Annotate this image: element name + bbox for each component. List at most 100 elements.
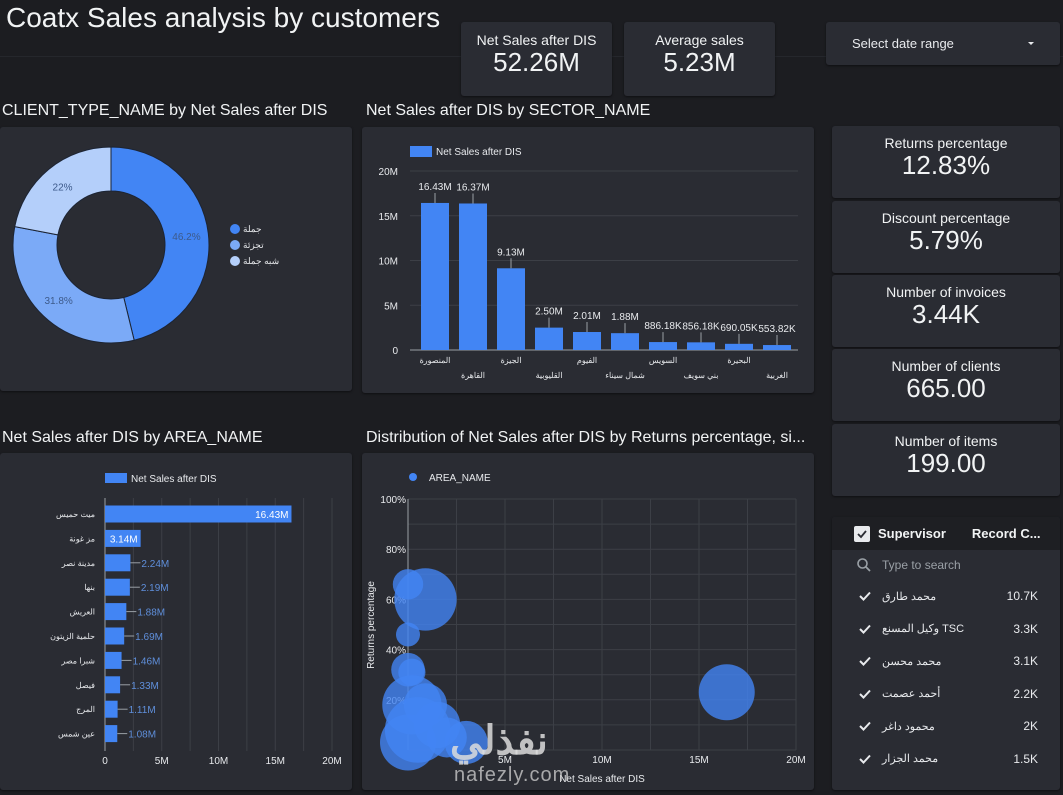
record-count-header[interactable]: Record C...	[971, 526, 1041, 541]
data-label: 16.37M	[456, 182, 489, 193]
kpi-value: 52.26M	[493, 47, 580, 77]
checkmark-icon	[859, 624, 871, 634]
bar	[763, 345, 791, 350]
bar	[105, 554, 131, 572]
y-tick-label: فيصل	[76, 681, 95, 690]
kpi-number-of-invoices: Number of invoices 3.44K	[832, 275, 1060, 347]
donut-slice-label: 22%	[53, 182, 73, 193]
checkmark-icon	[859, 722, 871, 732]
filter-search[interactable]: Type to search	[832, 550, 1060, 580]
filter-list: محمد طارق 10.7K TSC وكيل المسنع 3.3K محم…	[832, 580, 1060, 775]
x-tick-label: 20M	[322, 756, 341, 767]
bubble	[392, 569, 424, 600]
date-range-picker[interactable]: Select date range	[826, 22, 1060, 65]
kpi-value: 5.23M	[663, 47, 736, 77]
kpi-value: 665.00	[906, 373, 986, 403]
y-tick-label: 20M	[379, 167, 398, 178]
filter-item[interactable]: محمد محسن 3.1K	[832, 645, 1060, 678]
bar	[105, 578, 130, 596]
filter-item-name: محمود داغر	[882, 720, 935, 733]
x-tick-label: الغربية	[766, 371, 788, 380]
x-axis-title: Net Sales after DIS	[559, 774, 645, 785]
checkmark-icon	[859, 657, 871, 667]
filter-item-name: محمد الجزار	[882, 753, 939, 766]
filter-item-count: 3.1K	[1013, 654, 1038, 669]
bar	[459, 203, 487, 350]
kpi-label: Discount percentage	[881, 210, 1011, 226]
filter-item[interactable]: محمد الجزار 1.5K	[832, 743, 1060, 776]
x-tick-label: البحيرة	[727, 356, 750, 365]
bar	[105, 700, 118, 718]
data-label: 886.18K	[644, 321, 682, 332]
filter-item[interactable]: محمود داغر 2K	[832, 710, 1060, 743]
bar	[687, 342, 715, 350]
filter-item-count: 1.5K	[1013, 751, 1038, 766]
scatter-chart: AREA_NAME20%40%60%80%100%5M10M15M20MNet …	[366, 473, 806, 785]
donut-card: 46.2% 31.8% 22% جملة تجزئة شبه جملة	[0, 127, 352, 391]
search-placeholder: Type to search	[882, 558, 961, 572]
legend-marker	[105, 473, 127, 483]
filter-item-count: 3.3K	[1013, 621, 1038, 636]
y-tick-label: 15M	[379, 212, 398, 223]
bar	[611, 333, 639, 350]
x-tick-label: 10M	[209, 756, 228, 767]
filter-item-count: 2.2K	[1013, 686, 1038, 701]
data-label: 2.24M	[141, 559, 169, 570]
filter-item-name: محمد طارق	[882, 590, 937, 603]
checkmark-icon	[859, 592, 871, 602]
bar	[105, 651, 122, 669]
bar	[105, 603, 127, 621]
data-label: 1.88M	[137, 608, 165, 619]
filter-item[interactable]: TSC وكيل المسنع 3.3K	[832, 613, 1060, 646]
kpi-number-of-items: Number of items 199.00	[832, 424, 1060, 496]
kpi-value: 12.83%	[901, 150, 991, 180]
checkmark-icon	[857, 529, 867, 538]
donut-slice	[14, 146, 112, 236]
legend-label: تجزئة	[243, 240, 264, 251]
filter-item-count: 2K	[1023, 719, 1038, 734]
x-tick-label: 5M	[155, 756, 169, 767]
bar	[105, 725, 118, 743]
watermark-latin: nafezly.com	[454, 764, 571, 786]
checkmark-icon	[859, 689, 871, 699]
y-tick-label: شبرا مصر	[60, 656, 95, 665]
data-label: 1.69M	[135, 632, 163, 643]
x-tick-label: السويس	[649, 356, 677, 365]
bar	[649, 342, 677, 350]
filter-item[interactable]: أحمد عصمت 2.2K	[832, 678, 1060, 711]
sector-chart-title: Net Sales after DIS by SECTOR_NAME	[366, 102, 651, 119]
data-label: 1.33M	[131, 681, 159, 692]
y-tick-label: عين شمس	[58, 730, 95, 739]
supervisor-filter: Supervisor Record C... Type to search مح…	[832, 517, 1060, 790]
kpi-value: 5.79%	[909, 225, 983, 255]
data-label: 2.19M	[141, 583, 169, 594]
x-tick-label: المنصورة	[420, 356, 451, 365]
y-tick-label: 5M	[384, 301, 398, 312]
legend-marker	[409, 473, 417, 481]
scatter-chart-title: Distribution of Net Sales after DIS by R…	[366, 429, 806, 446]
data-label: 16.43M	[255, 510, 288, 521]
select-all-checkbox[interactable]	[854, 525, 870, 542]
page-title: Coatx Sales analysis by customers	[6, 2, 441, 33]
x-tick-label: الفيوم	[577, 356, 597, 365]
data-label: 3.14M	[110, 534, 138, 545]
filter-item-name: محمد محسن	[882, 655, 942, 668]
kpi-label: Returns percentage	[884, 135, 1008, 151]
x-tick-label: 5M	[498, 755, 512, 766]
filter-column-label: Supervisor	[878, 526, 946, 541]
y-tick-label: المرج	[76, 705, 95, 714]
filter-item-name: أحمد عصمت	[882, 688, 941, 701]
legend-label: Net Sales after DIS	[436, 147, 522, 158]
kpi-returns-percentage: Returns percentage 12.83%	[832, 126, 1060, 198]
y-tick-label: حلمية الزيتون	[50, 632, 95, 641]
x-tick-label: بني سويف	[684, 371, 719, 380]
legend-marker	[230, 256, 240, 266]
bar	[497, 268, 525, 350]
legend-marker	[230, 240, 240, 250]
y-tick-label: بنها	[84, 583, 95, 592]
legend-label: شبه جملة	[243, 256, 279, 266]
filter-item[interactable]: محمد طارق 10.7K	[832, 580, 1060, 613]
checkmark-icon	[859, 754, 871, 764]
x-tick-label: 15M	[266, 756, 285, 767]
filter-item-count: 10.7K	[1006, 589, 1038, 604]
